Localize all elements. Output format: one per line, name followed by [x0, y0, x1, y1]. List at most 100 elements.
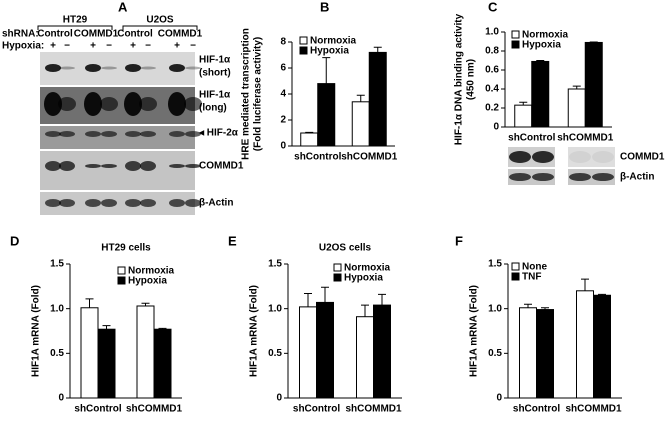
blot-band: [101, 164, 117, 168]
blot-label: COMMD1: [620, 152, 665, 163]
blot-band: [184, 97, 202, 111]
blot-band: [125, 131, 141, 137]
x-tick-label: shCOMMD1: [341, 152, 398, 163]
y-tick-label: 0.2: [485, 103, 499, 114]
y-axis-label: HRE mediated transcription: [241, 28, 252, 160]
y-tick-label: 0.5: [268, 348, 282, 359]
blot-band: [58, 97, 76, 111]
y-tick-label: 2: [280, 115, 286, 126]
legend-label: Hypoxia: [310, 46, 349, 57]
band-label: HIF-1α: [199, 90, 231, 101]
legend-label: Hypoxia: [128, 276, 167, 287]
blot-band: [44, 92, 62, 116]
legend-label: Hypoxia: [522, 40, 561, 51]
row-label: Hypoxia:: [2, 41, 44, 52]
legend-swatch: [333, 273, 342, 282]
blot-band: [125, 199, 141, 207]
bar: [519, 307, 537, 399]
y-tick-label: 0.4: [485, 84, 499, 95]
legend-label: TNF: [522, 272, 541, 283]
x-tick-label: shControl: [513, 404, 560, 415]
blot-band: [169, 64, 185, 72]
y-tick-label: 0.6: [485, 65, 499, 76]
legend-swatch: [511, 272, 520, 281]
blot-band: [125, 161, 141, 171]
bar: [567, 88, 586, 128]
y-tick-label: 8: [280, 37, 286, 48]
band-label: COMMD1: [199, 161, 244, 172]
x-tick-label: shControl: [294, 152, 341, 163]
blot-band: [169, 164, 185, 168]
y-axis-label: HIF1A mRNA (Fold): [249, 285, 260, 377]
legend-label: Normoxia: [310, 36, 357, 47]
blot-band: [139, 97, 157, 111]
panel-label: E: [228, 233, 237, 248]
blot-band: [59, 161, 75, 171]
blot-band: [592, 173, 614, 181]
panel-label: D: [10, 233, 19, 248]
x-tick-label: shControl: [508, 133, 555, 144]
y-axis-label: (450 nm): [466, 59, 477, 100]
blot-band: [140, 199, 156, 207]
shrna-label: COMMD1: [158, 29, 203, 40]
error-bar: [572, 85, 581, 89]
hypoxia-sign: −: [145, 41, 151, 52]
bar: [536, 309, 554, 399]
legend-swatch: [511, 40, 520, 49]
error-bar: [102, 325, 111, 330]
legend-label: Normoxia: [128, 266, 175, 277]
y-tick-label: 0: [276, 393, 282, 404]
bar: [368, 51, 387, 147]
y-tick-label: 1.0: [488, 303, 502, 314]
shrna-label: Control: [117, 29, 153, 40]
error-bar: [519, 101, 528, 106]
legend-label: None: [522, 262, 547, 273]
blot-band: [100, 97, 118, 111]
bar: [299, 306, 317, 399]
y-tick-label: 1.5: [50, 259, 64, 270]
blot-band: [101, 199, 117, 207]
bar: [136, 305, 155, 399]
blot-band: [532, 151, 554, 163]
error-bar: [85, 298, 94, 308]
blot-label: β-Actin: [620, 172, 654, 183]
blot-band: [59, 66, 75, 70]
y-axis-label: HIF1A mRNA (Fold): [31, 285, 42, 377]
blot-band: [45, 64, 61, 72]
bar: [514, 104, 533, 128]
blot-band: [592, 151, 614, 163]
x-tick-label: shCOMMD1: [557, 133, 614, 144]
y-tick-label: 6: [280, 63, 286, 74]
error-bar: [141, 302, 150, 306]
bar: [373, 304, 391, 399]
blot-band: [85, 64, 101, 72]
panel-label: F: [455, 233, 463, 248]
y-tick-label: 0: [493, 122, 499, 133]
hypoxia-sign: +: [50, 41, 56, 52]
blot-band: [185, 199, 201, 207]
error-bar: [321, 286, 329, 303]
error-bar: [356, 94, 365, 102]
y-tick-label: 1.0: [268, 303, 282, 314]
blot-band: [509, 151, 531, 163]
y-tick-label: 1.5: [488, 259, 502, 270]
blot-band: [509, 173, 531, 181]
blot-band: [168, 92, 186, 116]
legend-swatch: [299, 46, 308, 55]
blot-band: [125, 64, 141, 72]
y-tick-label: 0.5: [50, 348, 64, 359]
blot-band: [101, 66, 117, 70]
hypoxia-sign: +: [130, 41, 136, 52]
legend-swatch: [333, 263, 342, 272]
y-axis-label: HIF-1α DNA binding activity: [454, 13, 465, 145]
blot-band: [569, 173, 591, 181]
y-tick-label: 1.0: [50, 303, 64, 314]
chart-title: HT29 cells: [101, 243, 151, 254]
row-label: shRNA:: [2, 29, 39, 40]
y-tick-label: 0: [280, 141, 286, 152]
blot-band: [169, 199, 185, 207]
hypoxia-sign: +: [90, 41, 96, 52]
error-bar: [581, 278, 589, 291]
bar: [317, 83, 336, 147]
y-tick-label: 0: [496, 393, 502, 404]
